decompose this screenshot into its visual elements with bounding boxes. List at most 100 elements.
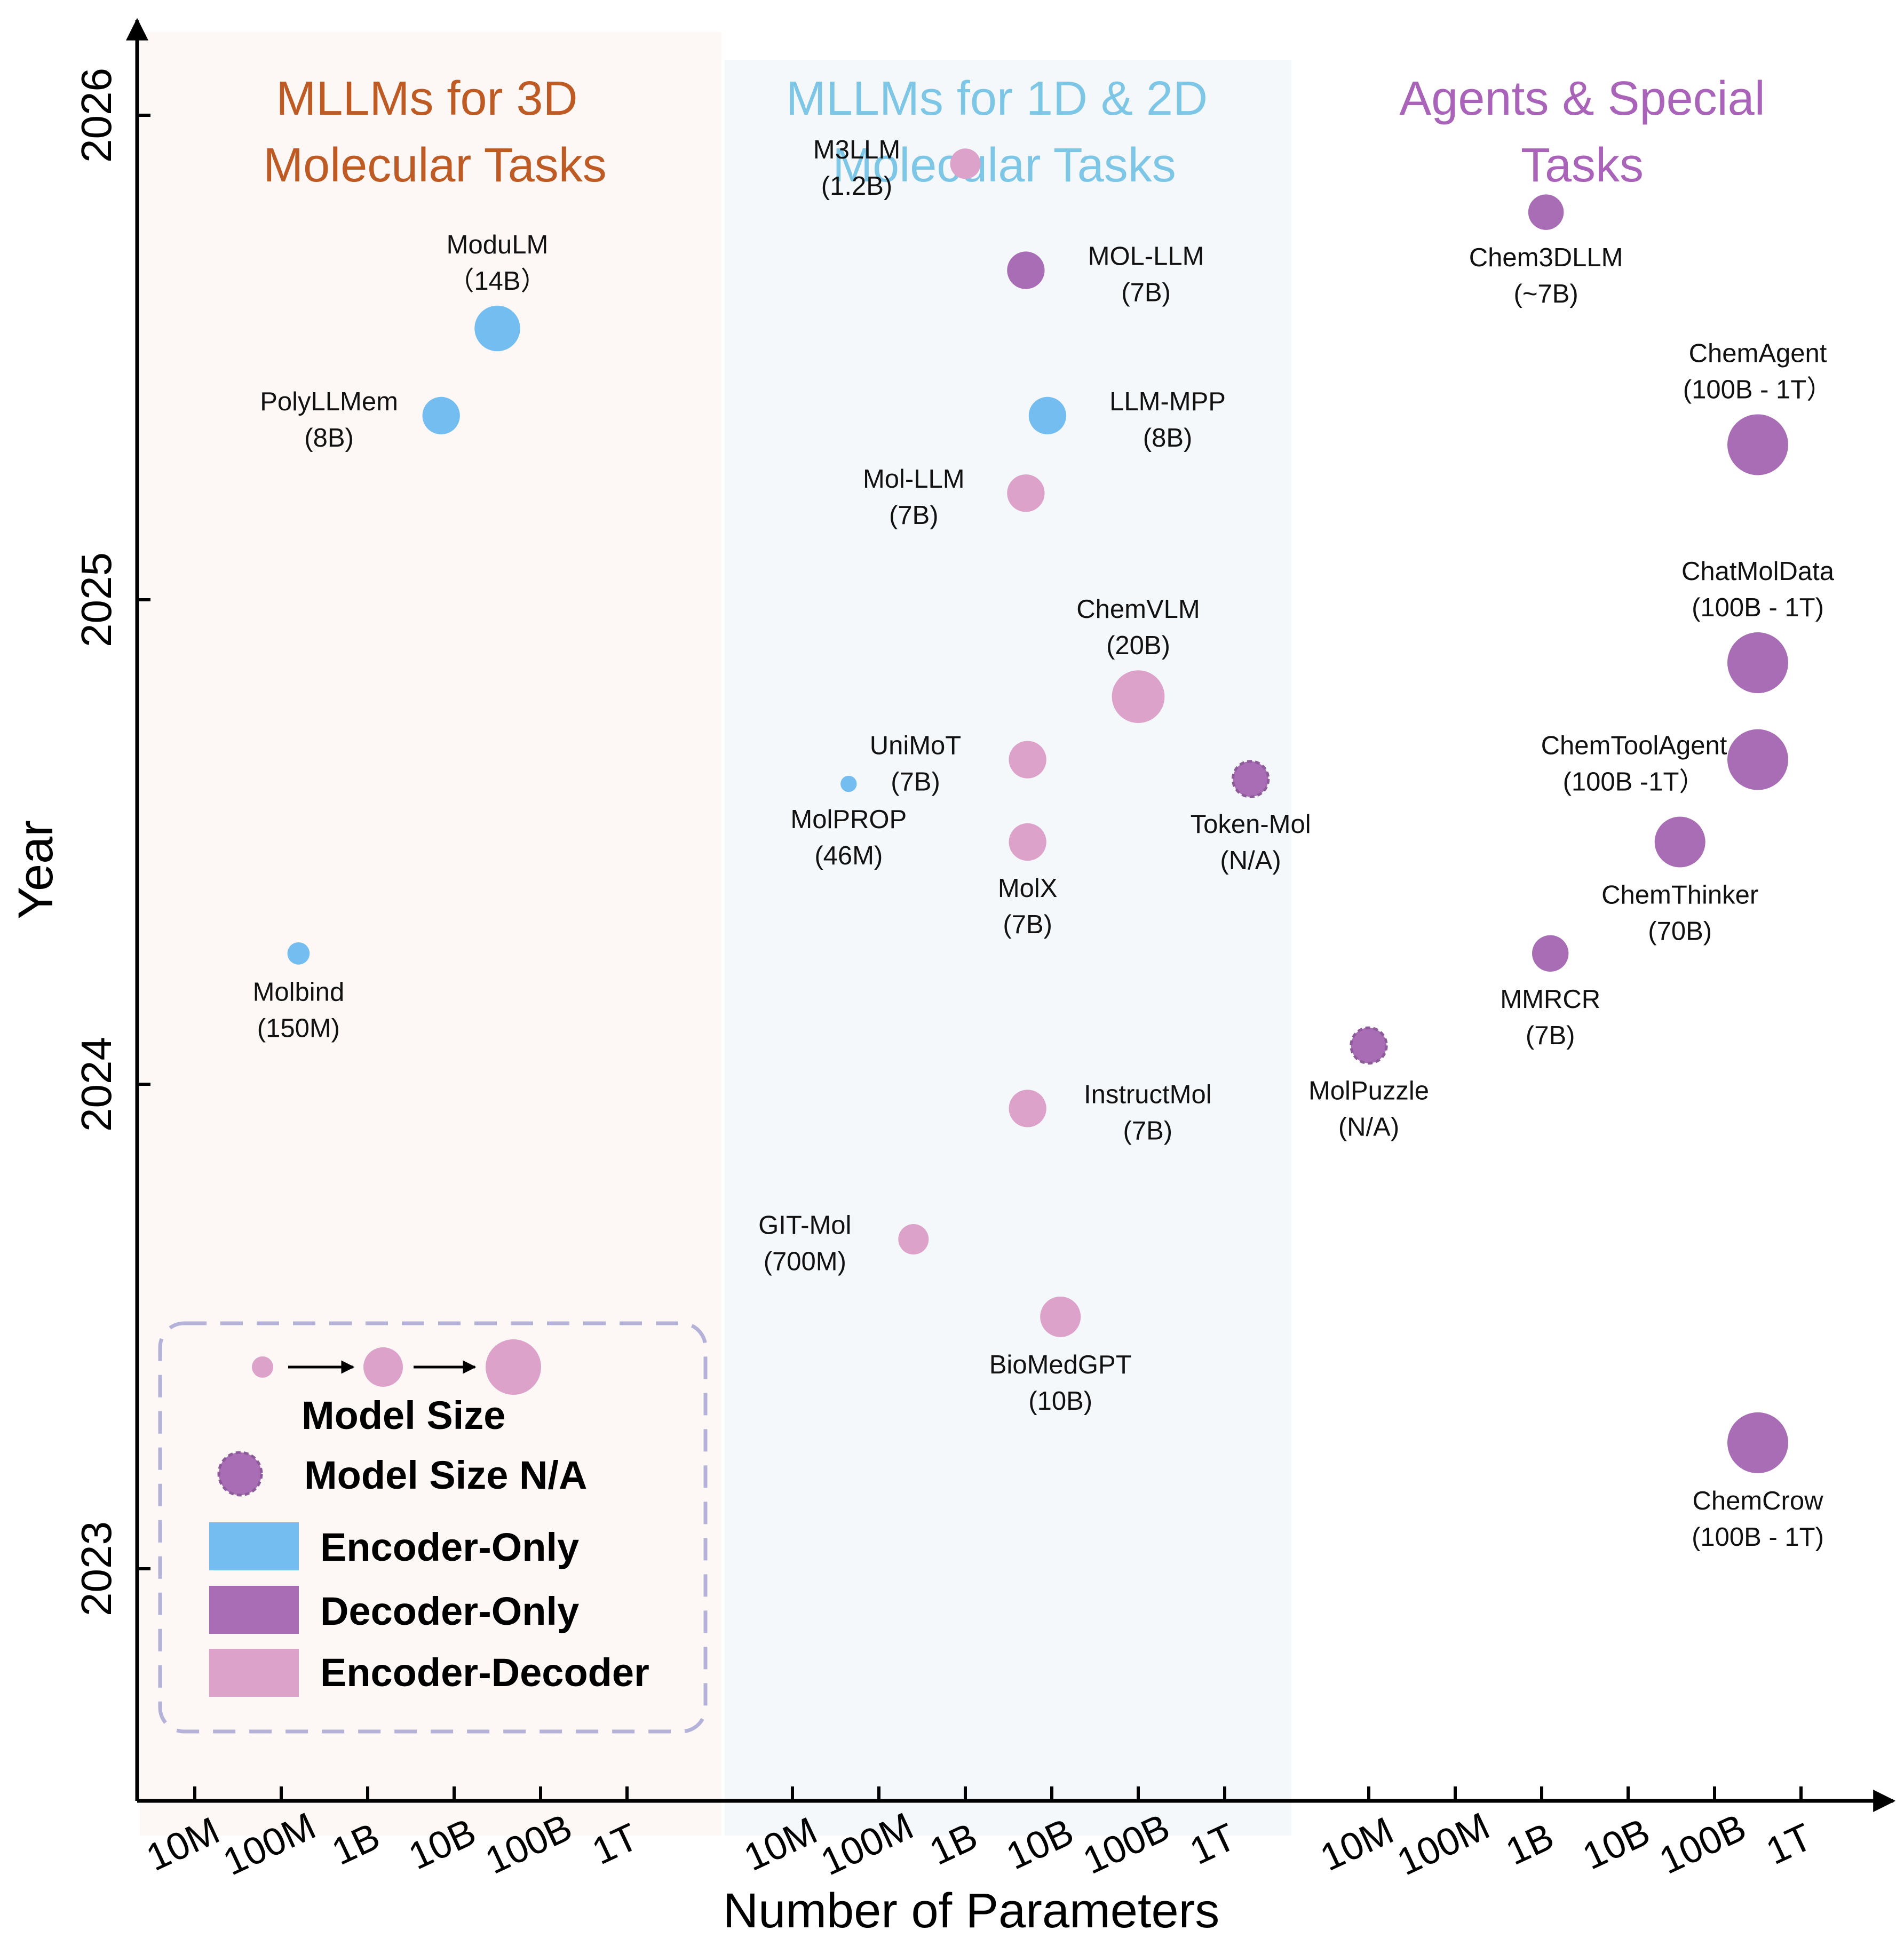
legend-decoder-only-label: Decoder-Only	[320, 1589, 579, 1633]
point-label-name: ChatMolData	[1681, 557, 1835, 586]
panel-3d-title-line2: Molecular Tasks	[263, 139, 607, 192]
point-chemvlm	[1112, 670, 1165, 723]
point-label-size: (46M)	[814, 841, 883, 870]
legend-swatch-decoder-only	[209, 1586, 299, 1634]
point-label-name: MolX	[998, 874, 1058, 903]
point-label-name: BioMedGPT	[989, 1351, 1132, 1379]
point-chatmoldata	[1727, 632, 1788, 694]
x-tick-label: 10B	[1576, 1810, 1656, 1878]
point-instructmol	[1009, 1090, 1046, 1127]
point-label-size: (N/A)	[1338, 1113, 1399, 1142]
point-label-size: (7B)	[891, 768, 940, 797]
point-chemthinker	[1654, 816, 1705, 868]
point-label-size: (100B -1T）	[1563, 768, 1705, 797]
point-label-name: ChemThinker	[1601, 881, 1758, 910]
point-m3llm	[950, 148, 981, 179]
legend-model-size-na-label: Model Size N/A	[304, 1453, 587, 1497]
legend-size-small	[252, 1356, 273, 1378]
point-label-name: ModuLM	[447, 231, 549, 259]
point-label-size: (70B)	[1648, 917, 1712, 946]
x-tick-label: 1T	[1760, 1815, 1819, 1873]
panel-agents-title-line2: Tasks	[1521, 139, 1644, 192]
point-chemagent	[1727, 414, 1788, 475]
panel-12d-background	[725, 60, 1291, 1836]
panel-3d-title-line1: MLLMs for 3D	[276, 72, 577, 125]
point-label-name: ChemCrow	[1692, 1487, 1823, 1515]
point-label-size: (7B)	[1526, 1021, 1575, 1050]
point-molx	[1009, 823, 1046, 861]
y-tick-label: 2023	[73, 1521, 120, 1616]
x-tick-label: 1B	[1500, 1815, 1560, 1873]
point-label-size: (N/A)	[1220, 846, 1281, 875]
point-mol-llm	[1007, 474, 1045, 512]
point-label-size: (10B)	[1028, 1387, 1092, 1416]
point-label-name: Token-Mol	[1191, 810, 1311, 839]
y-tick-label: 2025	[73, 552, 120, 647]
point-label-name: MolPuzzle	[1308, 1077, 1429, 1106]
point-label-size: (~7B)	[1514, 280, 1578, 308]
point-molprop	[840, 775, 857, 792]
point-label-size: (150M)	[257, 1014, 340, 1043]
point-label-size: (100B - 1T）	[1683, 375, 1832, 404]
point-label-name: PolyLLMem	[260, 387, 398, 416]
point-chemcrow	[1727, 1412, 1788, 1473]
point-git-mol	[898, 1224, 929, 1255]
point-label-name: MMRCR	[1500, 985, 1600, 1014]
point-chem3dllm	[1528, 194, 1564, 230]
point-label-name: InstructMol	[1084, 1080, 1212, 1109]
point-label-size: (20B)	[1106, 631, 1170, 660]
point-llm-mpp	[1028, 396, 1067, 435]
y-tick-label: 2026	[73, 68, 120, 163]
point-label-name: MOL-LLM	[1088, 242, 1204, 271]
y-tick-label: 2024	[73, 1037, 120, 1132]
point-label-size: (1.2B)	[821, 172, 892, 201]
y-ticks: 2023 2024 2025 2026	[73, 68, 150, 1616]
point-label-name: Molbind	[253, 978, 345, 1007]
panel-agents-title-line1: Agents & Special	[1399, 72, 1765, 125]
point-label-size: (7B)	[889, 501, 939, 530]
point-label-name: ChemVLM	[1076, 595, 1200, 624]
point-label-name: MolPROP	[790, 805, 907, 834]
legend: Model Size Model Size N/A Encoder-Only D…	[158, 1321, 708, 1734]
x-tick-label: 10M	[1314, 1809, 1400, 1879]
legend-size-medium	[363, 1347, 403, 1387]
x-tick-label: 100B	[1653, 1806, 1752, 1882]
point-token-mol	[1231, 760, 1270, 798]
point-label-size: (100B - 1T)	[1692, 593, 1824, 622]
legend-model-size-label: Model Size	[302, 1393, 505, 1437]
point-label-size: (100B - 1T)	[1692, 1523, 1824, 1552]
point-label-size: (7B)	[1003, 910, 1052, 939]
data-points: ModuLM （14B） PolyLLMem (8B) Molbind (150M) M3L…	[253, 136, 1835, 1552]
point-label-name: ChemToolAgent	[1541, 732, 1727, 760]
point-molpuzzle	[1350, 1026, 1388, 1065]
point-label-size: (7B)	[1121, 279, 1171, 307]
x-tick-label: 100M	[1391, 1805, 1496, 1884]
point-label-size: （14B）	[448, 267, 546, 296]
point-unimot	[1009, 741, 1046, 779]
point-label-name: LLM-MPP	[1109, 387, 1226, 416]
point-label-size: (700M)	[764, 1248, 846, 1276]
point-label-name: UniMoT	[870, 732, 962, 760]
legend-size-na-marker	[217, 1451, 263, 1497]
panel-12d-title-line1: MLLMs for 1D & 2D	[786, 72, 1208, 125]
point-biomedgpt	[1040, 1296, 1081, 1337]
panel-12d-title-line2: Molecular Tasks	[832, 139, 1176, 192]
legend-swatch-encoder-only	[209, 1522, 299, 1570]
point-label-name: Mol-LLM	[863, 465, 965, 494]
point-mol-llm	[1007, 251, 1045, 289]
point-chemtoolagent	[1727, 729, 1788, 790]
point-label-name: Chem3DLLM	[1469, 243, 1623, 272]
y-axis-title: Year	[9, 820, 63, 919]
x-axis-title: Number of Parameters	[723, 1884, 1220, 1938]
point-label-size: (7B)	[1123, 1116, 1173, 1145]
point-label-name: M3LLM	[813, 136, 900, 164]
point-label-name: ChemAgent	[1689, 339, 1827, 368]
point-polyllmem	[422, 396, 460, 435]
legend-frame	[158, 1321, 708, 1734]
legend-swatch-encoder-decoder	[209, 1649, 299, 1697]
point-label-name: GIT-Mol	[758, 1211, 851, 1240]
point-modulm	[474, 305, 520, 352]
legend-encoder-decoder-label: Encoder-Decoder	[320, 1650, 649, 1695]
